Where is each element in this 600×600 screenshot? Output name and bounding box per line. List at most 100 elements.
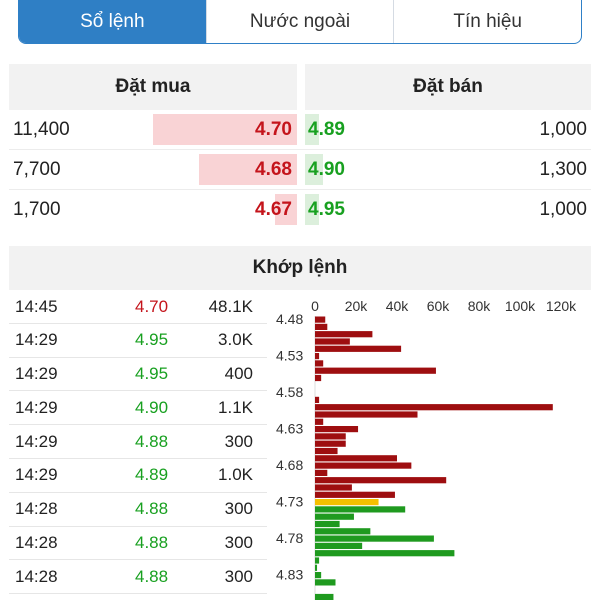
volume-bar bbox=[315, 477, 447, 484]
bid-volume: 1,700 bbox=[13, 199, 61, 220]
order-book-row[interactable]: 11,400 4.70 4.89 1,000 bbox=[9, 110, 591, 150]
trade-time: 14:45 bbox=[15, 296, 58, 316]
volume-bar bbox=[315, 550, 455, 557]
volume-bar bbox=[315, 331, 373, 338]
trade-time: 14:29 bbox=[15, 431, 58, 451]
trade-volume: 3.0K bbox=[218, 330, 253, 350]
volume-bar bbox=[315, 418, 324, 425]
tab-label: Sổ lệnh bbox=[80, 10, 145, 32]
tab-label: Nước ngoài bbox=[249, 10, 351, 32]
trade-row[interactable]: 14:45 4.70 48.1K bbox=[9, 290, 267, 324]
x-tick-label: 120k bbox=[546, 298, 577, 314]
trade-price: 4.88 bbox=[135, 431, 169, 451]
volume-bar bbox=[315, 433, 346, 440]
bid-depth-bar bbox=[199, 154, 297, 185]
volume-bar bbox=[315, 360, 324, 367]
y-tick-label: 4.58 bbox=[276, 384, 303, 400]
volume-bar bbox=[315, 535, 434, 542]
y-tick-label: 4.48 bbox=[276, 311, 303, 327]
trade-time: 14:28 bbox=[15, 499, 58, 519]
volume-bar bbox=[315, 455, 397, 462]
trade-time: 14:29 bbox=[15, 397, 58, 417]
tab-order-book[interactable]: Sổ lệnh bbox=[19, 0, 206, 43]
trade-price: 4.95 bbox=[135, 364, 169, 384]
ask-price: 4.90 bbox=[308, 159, 345, 180]
trade-volume: 300 bbox=[224, 431, 253, 451]
trade-row[interactable]: 14:29 4.95 400 bbox=[9, 358, 267, 392]
trade-row[interactable]: 14:29 4.95 3.0K bbox=[9, 324, 267, 358]
bid-price: 4.67 bbox=[255, 199, 292, 220]
ask-volume: 1,300 bbox=[539, 159, 587, 180]
bid-volume: 7,700 bbox=[13, 159, 61, 180]
buy-header: Đặt mua bbox=[9, 64, 297, 110]
volume-bar bbox=[315, 513, 354, 520]
order-book-row[interactable]: 7,700 4.68 4.90 1,300 bbox=[9, 150, 591, 190]
trade-volume: 300 bbox=[224, 566, 253, 586]
trade-row[interactable]: 14:28 4.88 300 bbox=[9, 560, 267, 595]
volume-bar bbox=[315, 491, 395, 498]
volume-bar bbox=[315, 469, 328, 476]
sell-header: Đặt bán bbox=[305, 64, 591, 110]
volume-bar bbox=[315, 542, 363, 549]
trade-row[interactable]: 14:29 4.89 1.0K bbox=[9, 459, 267, 493]
ask-price: 4.89 bbox=[308, 119, 345, 140]
trade-row[interactable]: 14:29 4.90 1.1K bbox=[9, 391, 267, 426]
volume-bar bbox=[315, 447, 338, 455]
trade-volume: 400 bbox=[224, 364, 253, 384]
y-tick-label: 4.78 bbox=[276, 530, 303, 546]
volume-bar bbox=[315, 404, 553, 411]
volume-bar bbox=[315, 572, 322, 579]
x-tick-label: 0 bbox=[311, 298, 319, 314]
volume-bar bbox=[315, 506, 406, 513]
bid-depth-bar bbox=[153, 114, 297, 145]
volume-bar bbox=[315, 353, 320, 360]
x-tick-label: 60k bbox=[427, 298, 451, 314]
ask-volume: 1,000 bbox=[539, 199, 587, 220]
trade-time: 14:29 bbox=[15, 330, 58, 350]
trade-price: 4.70 bbox=[135, 296, 169, 316]
y-tick-label: 4.83 bbox=[276, 567, 303, 583]
matched-trades-list: 14:45 4.70 48.1K 14:29 4.95 3.0K 14:29 4.95 400 1… bbox=[9, 290, 267, 595]
order-book: Đặt mua Đặt bán 11,400 4.70 4.89 1,000 7… bbox=[9, 64, 591, 230]
trade-price: 4.88 bbox=[135, 566, 169, 586]
tab-signals[interactable]: Tín hiệu bbox=[393, 0, 581, 43]
tab-foreign[interactable]: Nước ngoài bbox=[205, 0, 394, 43]
tab-label: Tín hiệu bbox=[453, 10, 522, 32]
tab-bar: Sổ lệnh Nước ngoài Tín hiệu bbox=[18, 0, 582, 44]
volume-bar bbox=[315, 462, 412, 469]
trade-volume: 300 bbox=[224, 499, 253, 519]
volume-bar bbox=[315, 323, 328, 330]
trade-row[interactable]: 14:28 4.88 300 bbox=[9, 493, 267, 527]
trade-price: 4.95 bbox=[135, 330, 169, 350]
order-book-header: Đặt mua Đặt bán bbox=[9, 64, 591, 110]
volume-bar bbox=[315, 316, 326, 323]
y-tick-label: 4.63 bbox=[276, 421, 303, 437]
y-tick-label: 4.73 bbox=[276, 494, 303, 510]
ask-depth-bar bbox=[305, 154, 323, 185]
volume-bar bbox=[315, 440, 346, 447]
x-tick-label: 20k bbox=[345, 298, 369, 314]
order-book-row[interactable]: 1,700 4.67 4.95 1,000 bbox=[9, 190, 591, 230]
volume-bar bbox=[315, 564, 318, 571]
trade-row[interactable]: 14:29 4.88 300 bbox=[9, 425, 267, 459]
ask-depth-bar bbox=[305, 114, 319, 145]
ask-depth-bar bbox=[305, 194, 319, 225]
volume-bar bbox=[315, 593, 334, 600]
y-tick-label: 4.68 bbox=[276, 457, 303, 473]
trade-volume: 1.0K bbox=[218, 465, 253, 485]
volume-bar bbox=[315, 374, 322, 382]
volume-bar bbox=[315, 345, 402, 352]
bid-price: 4.68 bbox=[255, 159, 292, 180]
trade-price: 4.90 bbox=[135, 397, 169, 417]
bid-price: 4.70 bbox=[255, 119, 292, 140]
volume-bar bbox=[315, 396, 320, 403]
volume-bar bbox=[315, 528, 371, 535]
bid-volume: 11,400 bbox=[13, 119, 70, 140]
volume-bar bbox=[315, 338, 350, 345]
volume-bar bbox=[315, 579, 336, 586]
ask-volume: 1,000 bbox=[539, 119, 587, 140]
ask-price: 4.95 bbox=[308, 199, 345, 220]
trade-row[interactable]: 14:28 4.88 300 bbox=[9, 527, 267, 561]
x-tick-label: 40k bbox=[386, 298, 410, 314]
volume-bar bbox=[315, 367, 436, 374]
